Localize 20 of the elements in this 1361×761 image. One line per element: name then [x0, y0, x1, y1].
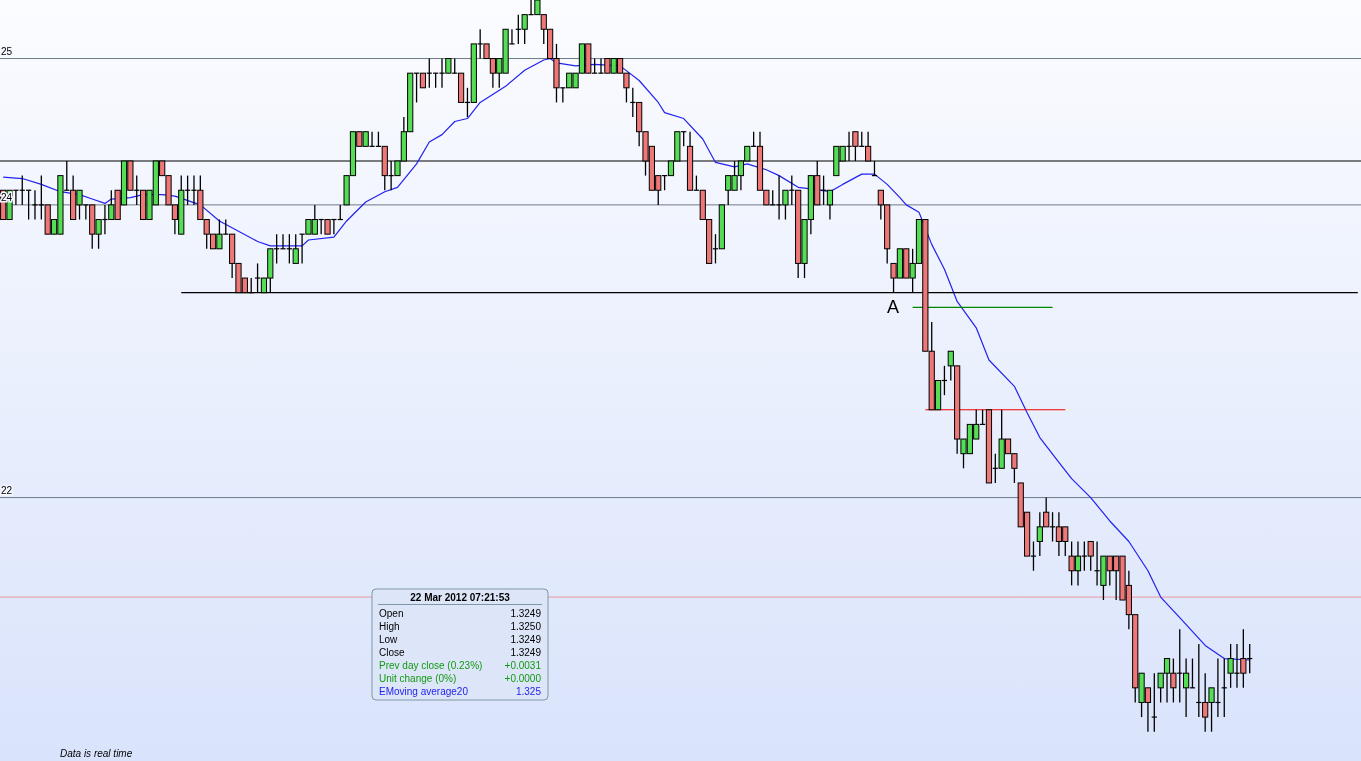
- annotation: 1.3249: [510, 647, 542, 658]
- y-tick-label: 22: [1, 484, 13, 496]
- annotation: 22 Mar 2012 07:21:53: [410, 592, 511, 603]
- annotation: EMoving average20: [379, 686, 469, 697]
- y-tick-label: 25: [1, 45, 13, 57]
- annotation: Data is real time: [60, 748, 133, 759]
- annotation: Close: [379, 647, 405, 658]
- annotation: +0.0031: [504, 660, 542, 671]
- annotation: +0.0000: [504, 673, 542, 684]
- annotation: 1.3250: [510, 621, 542, 632]
- annotation: Low: [379, 634, 399, 645]
- annotation: 1.3249: [510, 608, 542, 619]
- annotation: 1.325: [515, 686, 542, 697]
- annotation: Prev day close (0.23%): [379, 660, 483, 671]
- annotation: A: [886, 297, 900, 317]
- y-tick-label: 24: [1, 191, 13, 203]
- annotation: High: [379, 621, 400, 632]
- annotation: Unit change (0%): [379, 673, 457, 684]
- annotation: Open: [379, 608, 404, 619]
- annotation: 1.3249: [510, 634, 542, 645]
